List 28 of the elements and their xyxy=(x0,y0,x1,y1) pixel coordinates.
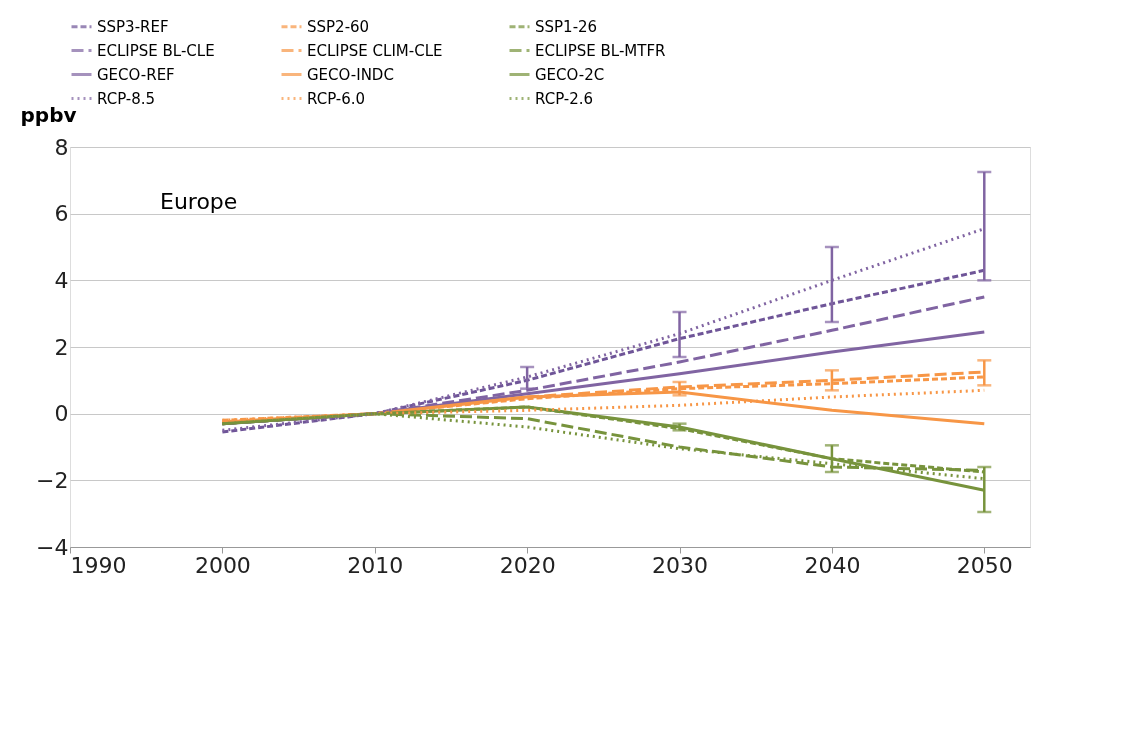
x-tick-label: 1990 xyxy=(70,552,127,578)
x-tick-label: 2050 xyxy=(956,552,1013,578)
legend-label: SSP2-60 xyxy=(307,17,370,36)
legend-label: SSP3-REF xyxy=(97,17,169,36)
y-tick-label: 6 xyxy=(54,201,69,227)
y-tick-label: 0 xyxy=(54,401,69,427)
x-tick-label: 2010 xyxy=(347,552,404,578)
legend-label: GECO-INDC xyxy=(307,65,394,84)
legend-label: RCP-2.6 xyxy=(535,89,594,108)
legend-label: ECLIPSE BL-MTFR xyxy=(535,41,666,60)
legend-label: GECO-2C xyxy=(535,65,605,84)
legend-label: SSP1-26 xyxy=(535,17,598,36)
annotation: Europe xyxy=(160,189,238,214)
y-tick-label: 4 xyxy=(54,267,69,293)
x-tick-label: 2040 xyxy=(804,552,861,578)
legend-label: RCP-8.5 xyxy=(97,89,156,108)
x-tick-label: 2000 xyxy=(194,552,251,578)
x-tick-label: 2030 xyxy=(652,552,709,578)
legend-label: ECLIPSE BL-CLE xyxy=(97,41,215,60)
y-tick-label: 8 xyxy=(54,134,69,160)
legend-label: ECLIPSE CLIM-CLE xyxy=(307,41,443,60)
x-tick-label: 2020 xyxy=(499,552,556,578)
y-tick-label: 2 xyxy=(54,334,69,360)
y-tick-label: −4 xyxy=(36,534,69,560)
y-tick-label: −2 xyxy=(36,467,69,493)
legend-label: GECO-REF xyxy=(97,65,175,84)
legend-label: RCP-6.0 xyxy=(307,89,366,108)
y-axis-title: ppbv xyxy=(20,102,77,127)
